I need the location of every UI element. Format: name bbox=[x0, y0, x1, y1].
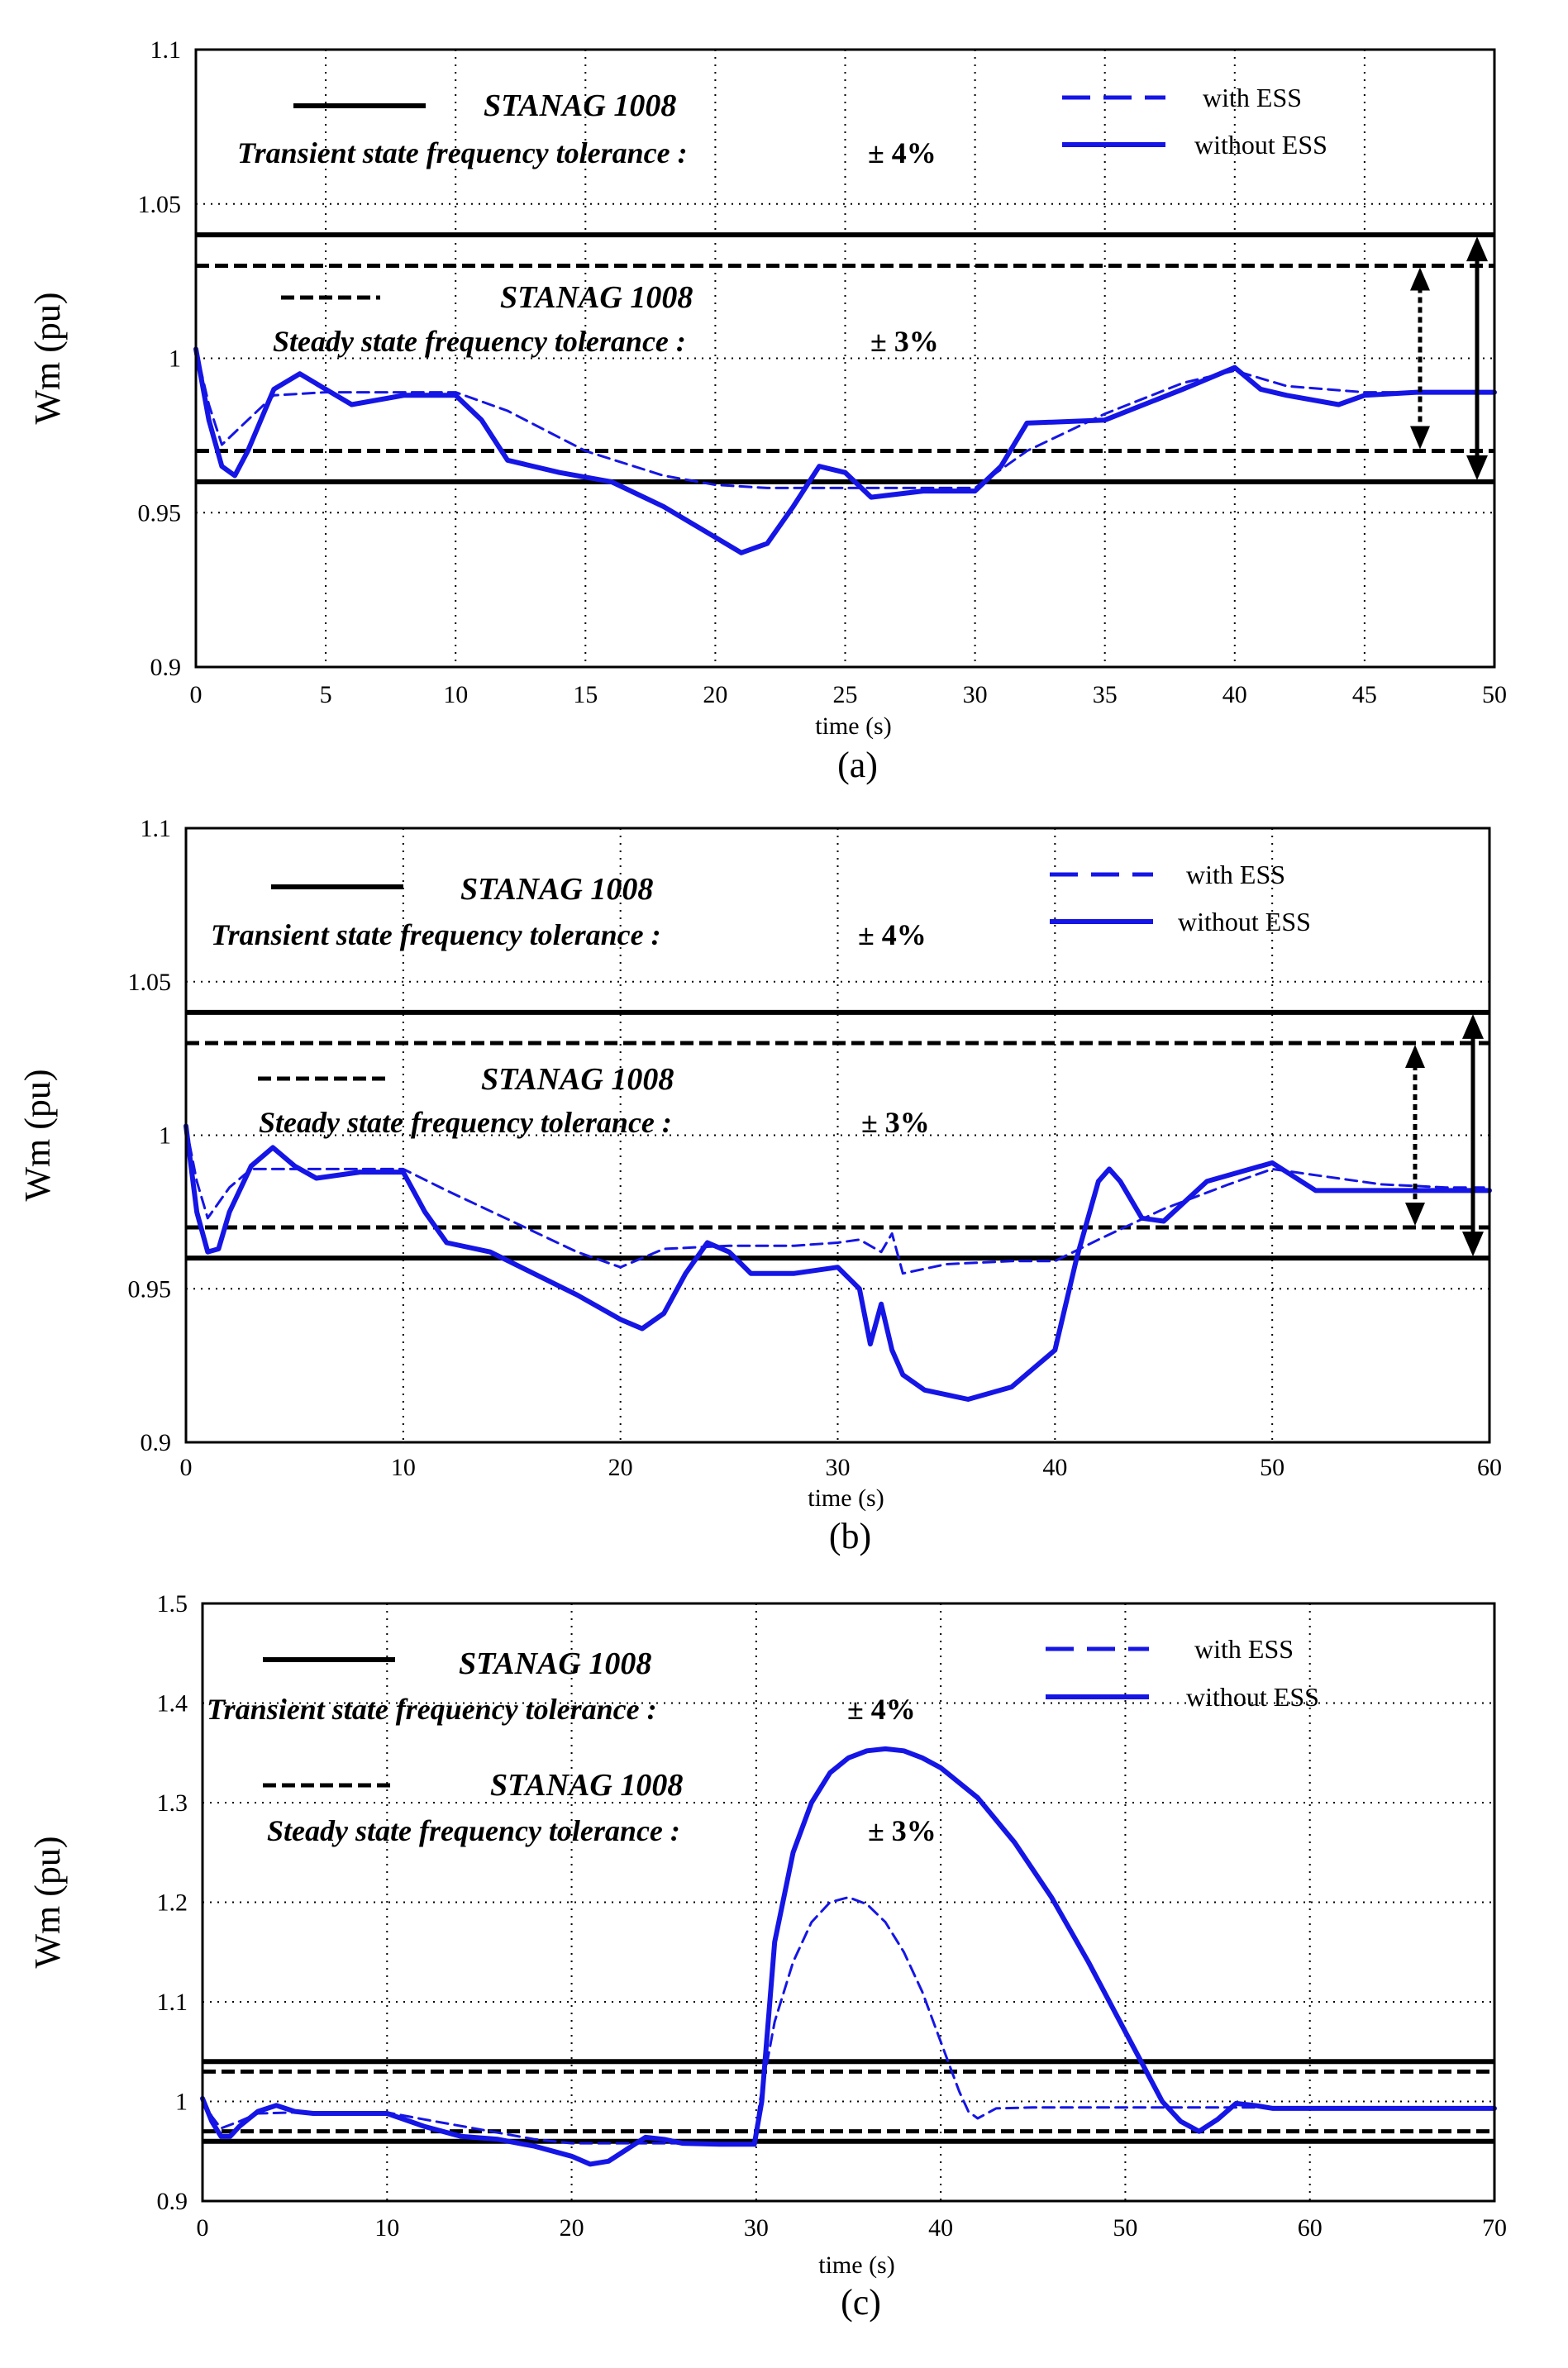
y-tick-label: 0.95 bbox=[138, 499, 182, 526]
transient-tolerance-value: ± 4% bbox=[868, 136, 937, 169]
y-tick-label: 1 bbox=[169, 345, 181, 373]
chart-panel-2: 0 10 20 30 40 50 60 0.9 0.95 1 1.05 1.1 time (s) Wm (… bbox=[17, 815, 1502, 1556]
steady-tolerance-value: ± 3% bbox=[870, 325, 939, 358]
x-tick-label: 50 bbox=[1113, 2214, 1137, 2242]
y-axis-label: Wm (pu) bbox=[27, 1836, 68, 1968]
x-tick-label: 60 bbox=[1298, 2214, 1323, 2242]
transient-standard-label: STANAG 1008 bbox=[484, 88, 676, 123]
x-tick-label: 30 bbox=[963, 681, 988, 708]
arrow-head-up-icon bbox=[1466, 236, 1488, 262]
arrow-head-down-icon bbox=[1410, 426, 1430, 450]
legend-with-ess-label: with ESS bbox=[1186, 860, 1285, 889]
x-tick-label: 15 bbox=[573, 681, 598, 708]
legend-without-ess-label: without ESS bbox=[1194, 130, 1327, 160]
y-tick-label: 1.3 bbox=[157, 1789, 188, 1817]
panel-label: (a) bbox=[837, 745, 878, 785]
series-without-ess-line bbox=[183, 1123, 1492, 1402]
x-tick-label: 0 bbox=[180, 1454, 193, 1481]
steady-tolerance-text: Steady state frequency tolerance : bbox=[259, 1106, 672, 1139]
x-tick-label: 0 bbox=[190, 681, 203, 708]
y-tick-label: 1.05 bbox=[128, 969, 172, 996]
legend-without-ess-label: without ESS bbox=[1178, 907, 1311, 936]
chart-panel-3: 0 10 20 30 40 50 60 70 0.9 1 1.1 1.2 1.3 1.4 1.5 time (… bbox=[27, 1590, 1507, 2323]
legend-without-ess-label: without ESS bbox=[1186, 1682, 1319, 1712]
x-tick-label: 20 bbox=[560, 2214, 584, 2242]
x-tick-label: 10 bbox=[443, 681, 468, 708]
x-tick-label: 45 bbox=[1352, 681, 1377, 708]
y-tick-label: 1.1 bbox=[150, 36, 182, 64]
steady-standard-label: STANAG 1008 bbox=[490, 1768, 683, 1803]
x-tick-label: 30 bbox=[744, 2214, 769, 2242]
arrow-head-up-icon bbox=[1462, 1013, 1484, 1039]
y-tick-label: 1.2 bbox=[157, 1889, 188, 1917]
x-axis-label: time (s) bbox=[808, 1484, 884, 1512]
x-tick-label: 30 bbox=[826, 1454, 851, 1481]
legend-with-ess-label: with ESS bbox=[1203, 83, 1302, 112]
x-tick-label: 35 bbox=[1093, 681, 1118, 708]
steady-tolerance-value: ± 3% bbox=[868, 1814, 937, 1847]
y-tick-label: 1.05 bbox=[138, 191, 182, 218]
arrow-head-down-icon bbox=[1466, 455, 1488, 480]
panel-label: (c) bbox=[841, 2282, 881, 2323]
y-tick-label: 0.9 bbox=[141, 1429, 172, 1456]
transient-standard-label: STANAG 1008 bbox=[459, 1646, 651, 1681]
plot-frame bbox=[184, 827, 1491, 1444]
steady-standard-label: STANAG 1008 bbox=[500, 280, 693, 315]
plot-frame bbox=[201, 1602, 1496, 2203]
x-tick-label: 70 bbox=[1482, 2214, 1507, 2242]
x-tick-label: 50 bbox=[1260, 1454, 1284, 1481]
transient-standard-label: STANAG 1008 bbox=[460, 872, 653, 907]
arrow-head-down-icon bbox=[1405, 1202, 1425, 1226]
chart-panel-1: 0 5 10 15 20 25 30 35 40 45 50 0.9 0.95 1 1.05 1.1 time … bbox=[27, 36, 1507, 785]
arrow-head-up-icon bbox=[1410, 267, 1430, 291]
transient-tolerance-text: Transient state frequency tolerance : bbox=[211, 918, 661, 951]
steady-tolerance-value: ± 3% bbox=[861, 1106, 930, 1139]
steady-tolerance-text: Steady state frequency tolerance : bbox=[267, 1814, 680, 1847]
y-tick-label: 1.1 bbox=[157, 1989, 188, 2016]
arrow-head-down-icon bbox=[1462, 1232, 1484, 1257]
x-tick-label: 5 bbox=[320, 681, 332, 708]
transient-tolerance-value: ± 4% bbox=[847, 1693, 916, 1726]
x-axis-label: time (s) bbox=[815, 712, 891, 740]
y-tick-label: 0.95 bbox=[128, 1275, 172, 1303]
plot-frame bbox=[194, 48, 1496, 669]
x-axis-label: time (s) bbox=[818, 2251, 894, 2279]
panel-label: (b) bbox=[829, 1516, 871, 1556]
transient-tolerance-text: Transient state frequency tolerance : bbox=[237, 136, 688, 169]
y-tick-label: 0.9 bbox=[157, 2188, 188, 2215]
x-tick-label: 50 bbox=[1482, 681, 1507, 708]
y-tick-label: 1.4 bbox=[157, 1690, 188, 1718]
transient-tolerance-value: ± 4% bbox=[858, 918, 927, 951]
x-tick-label: 40 bbox=[1222, 681, 1247, 708]
y-tick-label: 1.1 bbox=[141, 815, 172, 842]
x-tick-label: 10 bbox=[391, 1454, 416, 1481]
y-axis-label: Wm (pu) bbox=[27, 292, 68, 424]
y-tick-label: 1 bbox=[159, 1122, 171, 1150]
arrow-head-up-icon bbox=[1405, 1045, 1425, 1069]
x-tick-label: 25 bbox=[833, 681, 858, 708]
steady-standard-label: STANAG 1008 bbox=[481, 1062, 674, 1097]
series-without-ess-line bbox=[193, 346, 1497, 555]
series-without-ess-line bbox=[200, 1746, 1497, 2167]
y-axis-label: Wm (pu) bbox=[17, 1069, 58, 1201]
x-tick-label: 0 bbox=[197, 2214, 209, 2242]
y-tick-label: 1 bbox=[175, 2089, 188, 2116]
series-with-ess-line bbox=[184, 1124, 1491, 1275]
x-tick-label: 10 bbox=[374, 2214, 399, 2242]
x-tick-label: 60 bbox=[1477, 1454, 1502, 1481]
steady-tolerance-text: Steady state frequency tolerance : bbox=[273, 325, 686, 358]
x-tick-label: 20 bbox=[608, 1454, 633, 1481]
x-tick-label: 40 bbox=[1042, 1454, 1067, 1481]
x-tick-label: 20 bbox=[703, 681, 727, 708]
y-tick-label: 0.9 bbox=[150, 654, 182, 681]
x-tick-label: 40 bbox=[928, 2214, 953, 2242]
transient-tolerance-text: Transient state frequency tolerance : bbox=[207, 1693, 657, 1726]
y-tick-label: 1.5 bbox=[157, 1590, 188, 1618]
legend-with-ess-label: with ESS bbox=[1194, 1634, 1294, 1664]
